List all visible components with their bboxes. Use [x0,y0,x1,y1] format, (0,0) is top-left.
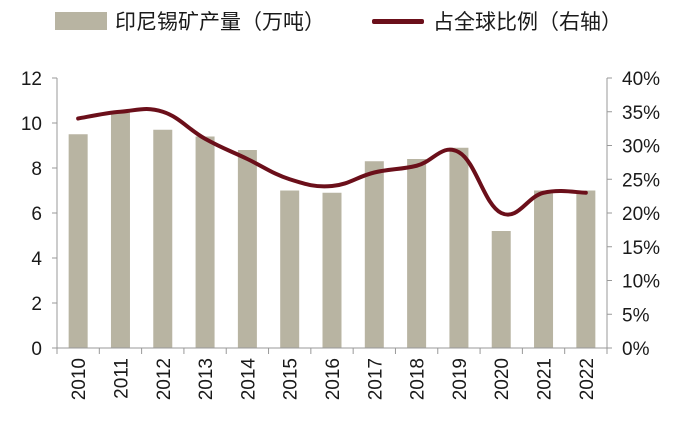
x-tick-label-2015: 2015 [281,358,302,400]
left-tick-label: 8 [31,159,42,180]
legend-bar-swatch [55,12,107,30]
x-tick-label-2011: 2011 [111,358,132,399]
bar-2012 [153,129,173,348]
bar-2022 [576,190,596,348]
x-tick-label-2012: 2012 [154,358,175,400]
bar-2017 [364,161,384,348]
bar-2015 [280,190,300,348]
left-tick-label: 0 [31,339,42,360]
bar-2011 [110,111,130,348]
x-tick-label-2019: 2019 [450,358,471,400]
bar-2013 [195,136,215,348]
bar-2021 [534,190,554,348]
x-tick-label-2016: 2016 [323,358,344,400]
right-tick-label: 5% [622,305,650,326]
right-tick-label: 25% [622,170,660,191]
bar-series [68,111,596,348]
x-tick-label-2017: 2017 [365,358,386,400]
left-tick-label: 6 [31,204,42,225]
left-tick-label: 2 [31,294,42,315]
x-tick-label-2021: 2021 [535,358,556,400]
axes: 0 2 4 6 8 10 12 0% 5% 10% 15% 20% 25% 30% 35% 40% 2010 20… [21,69,660,400]
x-tick-label-2022: 2022 [577,358,598,400]
bar-2010 [68,134,88,348]
right-tick-label: 40% [622,69,660,90]
left-tick-label: 10 [21,114,42,135]
left-tick-label: 12 [21,69,42,90]
legend-line-swatch [372,19,424,24]
right-tick-label: 35% [622,103,660,124]
x-tick-label-2014: 2014 [238,358,259,401]
x-tick-label-2018: 2018 [408,358,429,400]
legend-bar-label: 印尼锡矿产量（万吨） [115,10,325,34]
legend-line-label: 占全球比例（右轴） [433,10,622,34]
right-tick-label: 10% [622,272,660,293]
bar-2016 [322,192,342,348]
right-tick-label: 0% [622,339,650,360]
bar-2020 [491,231,511,348]
left-tick-label: 4 [31,249,42,270]
right-tick-label: 20% [622,204,660,225]
right-tick-label: 15% [622,238,660,259]
share-line-series [76,107,588,217]
x-tick-label-2020: 2020 [492,358,513,400]
bar-2014 [237,150,257,348]
bar-2019 [449,147,469,348]
x-tick-label-2010: 2010 [69,358,90,400]
bar-2018 [407,159,427,348]
x-tick-label-2013: 2013 [196,358,217,400]
right-tick-label: 30% [622,137,660,158]
